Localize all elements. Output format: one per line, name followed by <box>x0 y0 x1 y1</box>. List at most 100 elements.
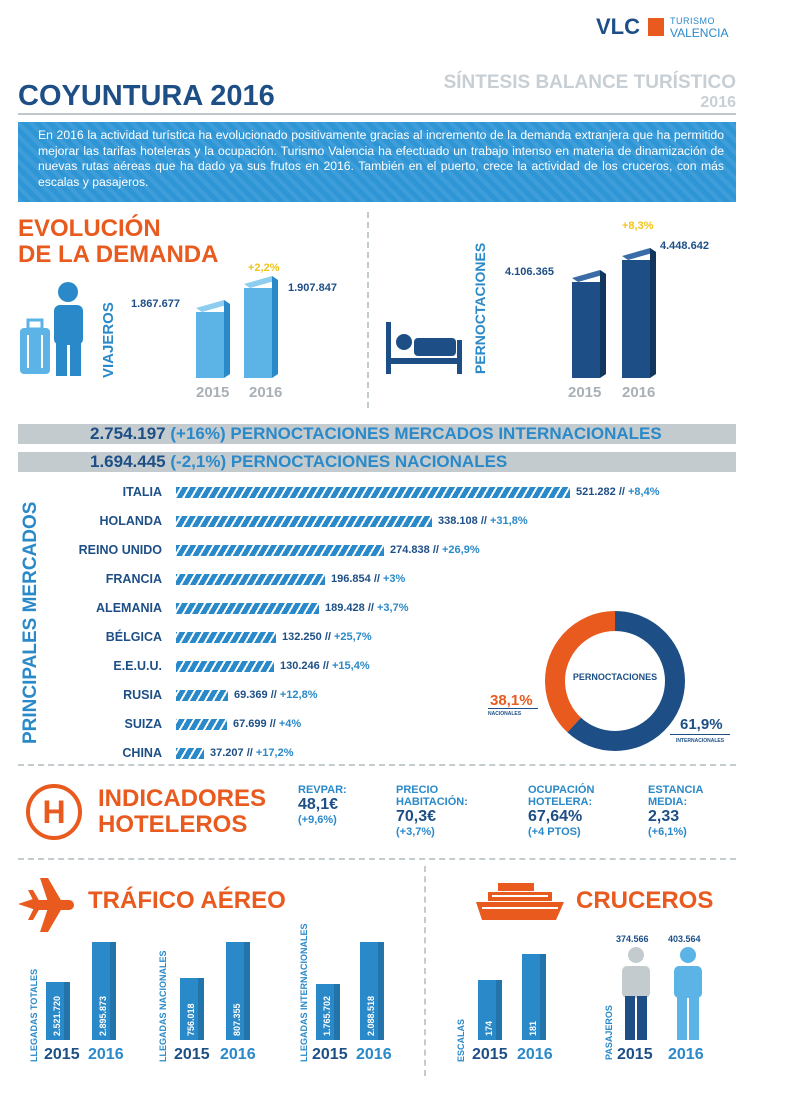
air-bar-2016: 2.895.873 <box>92 942 116 1040</box>
indicator-label-2: HOTELERA: <box>528 796 593 808</box>
market-bar <box>176 690 228 701</box>
demand-divider <box>367 212 369 408</box>
pernoctaciones-value-2016: 4.448.642 <box>660 240 709 252</box>
market-value: 37.207 // +17,2% <box>210 747 294 759</box>
air-bar-2015-label: 2.521.720 <box>52 995 62 1036</box>
escalas-bar-2015: 174 <box>478 980 502 1040</box>
intl-total-value: 2.754.197 <box>90 424 166 443</box>
pasajeros-year-2015: 2015 <box>617 1046 653 1063</box>
donut-title: PERNOCTACIONES <box>572 672 658 682</box>
market-bar <box>176 632 276 643</box>
indicator-label-2: MEDIA: <box>648 796 688 808</box>
hotel-indicator-estancia: ESTANCIA MEDIA: 2,33 (+6,1%) <box>648 784 703 838</box>
pasajeros-label: PASAJEROS <box>604 1005 614 1060</box>
title-rule <box>18 113 736 115</box>
escalas-year-2016: 2016 <box>517 1046 553 1063</box>
pernoctaciones-label: PERNOCTACIONES <box>472 242 488 374</box>
passenger-2015-icon <box>622 947 650 1040</box>
nac-total-pct: (-2,1%) <box>170 452 227 471</box>
air-year-2016-b: 2016 <box>220 1046 256 1063</box>
market-bar <box>176 603 319 614</box>
air-group-label-nacionales: LLEGADAS NACIONALES <box>158 950 168 1062</box>
nac-total-text: PERNOCTACIONES NACIONALES <box>230 452 508 471</box>
viajeros-bar-2015 <box>196 312 224 378</box>
viajeros-bar-2015-top <box>196 300 230 312</box>
traveler-icon <box>20 282 83 376</box>
market-bar <box>176 516 432 527</box>
market-bar <box>176 545 384 556</box>
indicator-value: 2,33 <box>648 808 680 825</box>
market-label: FRANCIA <box>105 572 162 586</box>
market-label: CHINA <box>122 746 162 760</box>
air-bar-2016-label: 2.895.873 <box>98 995 108 1036</box>
brand-line2: VALENCIA <box>670 26 729 40</box>
viajeros-bar-2015-side <box>224 300 230 378</box>
air-bar-2015: 756.018 <box>180 978 204 1040</box>
pasajeros-value-2016: 403.564 <box>668 934 701 944</box>
hotel-indicator-revpar: REVPAR: 48,1€ (+9,6%) <box>298 784 347 826</box>
pasajeros-value-2015: 374.566 <box>616 934 649 944</box>
viajeros-label: VIAJEROS <box>100 302 117 378</box>
pernoctaciones-bar-2016-top <box>622 248 656 260</box>
air-bar-2016-label: 807.355 <box>232 1003 242 1036</box>
pernoctaciones-donut <box>545 611 685 751</box>
viajeros-year-2016: 2016 <box>249 384 283 401</box>
market-value: 69.369 // +12,8% <box>234 689 318 701</box>
air-bar-2015: 1.765.702 <box>316 984 340 1040</box>
indicator-value: 70,3€ <box>396 808 437 825</box>
intl-total-text: PERNOCTACIONES MERCADOS INTERNACIONALES <box>230 424 662 443</box>
air-bar-2015: 2.521.720 <box>46 982 70 1040</box>
market-value: 132.250 // +25,7% <box>282 631 372 643</box>
market-label: SUIZA <box>124 717 163 731</box>
market-value: 274.838 // +26,9% <box>390 544 480 556</box>
donut-slice-nacionales <box>545 611 685 751</box>
indicator-value: 67,64% <box>528 808 583 825</box>
airplane-icon <box>18 878 74 932</box>
market-value: 189.428 // +3,7% <box>325 602 409 614</box>
donut-leader-nacionales <box>488 708 538 709</box>
indicator-change: (+6,1%) <box>648 826 687 838</box>
hotel-indicator-precio: PRECIO HABITACIÓN: 70,3€ (+3,7%) <box>396 784 468 838</box>
donut-leader-internacionales <box>670 734 730 735</box>
pernoctaciones-bar-2015 <box>572 282 600 378</box>
intl-total-pct: (+16%) <box>170 424 226 443</box>
intl-total: 2.754.197 (+16%) PERNOCTACIONES MERCADOS… <box>90 424 662 444</box>
escalas-bar-2016-label: 181 <box>528 1020 538 1036</box>
viajeros-value-2016: 1.907.847 <box>288 282 337 294</box>
hotel-heading-2: HOTELEROS <box>98 811 248 838</box>
market-bar <box>176 748 204 759</box>
pernoctaciones-bar-2015-top <box>572 270 606 282</box>
brand-logo: VLC <box>596 14 640 39</box>
market-label: RUSIA <box>123 688 162 702</box>
markets-label: PRINCIPALES MERCADOS <box>20 501 41 744</box>
air-bar-2015-label: 1.765.702 <box>322 995 332 1036</box>
passenger-2016-icon <box>674 947 702 1040</box>
air-group-label-totales: LLEGADAS TOTALES <box>29 968 39 1062</box>
viajeros-value-2015: 1.867.677 <box>131 298 180 310</box>
divider-markets-hotel <box>18 764 736 766</box>
market-bar <box>176 661 274 672</box>
market-bar <box>176 487 570 498</box>
hotel-heading-1: INDICADORES <box>98 785 267 812</box>
market-value: 521.282 // +8,4% <box>576 486 660 498</box>
page-title: COYUNTURA 2016 <box>18 80 275 112</box>
pernoctaciones-bar-2015-side <box>600 270 606 378</box>
market-label: REINO UNIDO <box>78 543 162 557</box>
air-heading: TRÁFICO AÉREO <box>88 887 286 914</box>
donut-label-nacionales-value: 38,1% <box>490 692 533 709</box>
viajeros-chart <box>196 276 278 378</box>
pernoctaciones-bar-2016-side <box>650 248 656 378</box>
market-label: E.E.U.U. <box>113 659 162 673</box>
market-bar <box>176 719 227 730</box>
air-group-label-internacionales: LLEGADAS INTERNACIONALES <box>299 923 309 1062</box>
nac-total: 1.694.445 (-2,1%) PERNOCTACIONES NACIONA… <box>90 452 507 472</box>
viajeros-bar-2016-side <box>272 276 278 378</box>
indicator-label: REVPAR: <box>298 784 347 796</box>
pasajeros-year-2016: 2016 <box>668 1046 704 1063</box>
brand-square <box>648 18 664 36</box>
divider-air-cruise <box>424 866 426 1076</box>
subtitle-line1: SÍNTESIS BALANCE TURÍSTICO <box>443 72 736 93</box>
brand-line1: TURISMO <box>670 16 715 26</box>
demand-heading-1: EVOLUCIÓN <box>18 215 161 242</box>
indicator-label-2: HABITACIÓN: <box>396 796 468 808</box>
